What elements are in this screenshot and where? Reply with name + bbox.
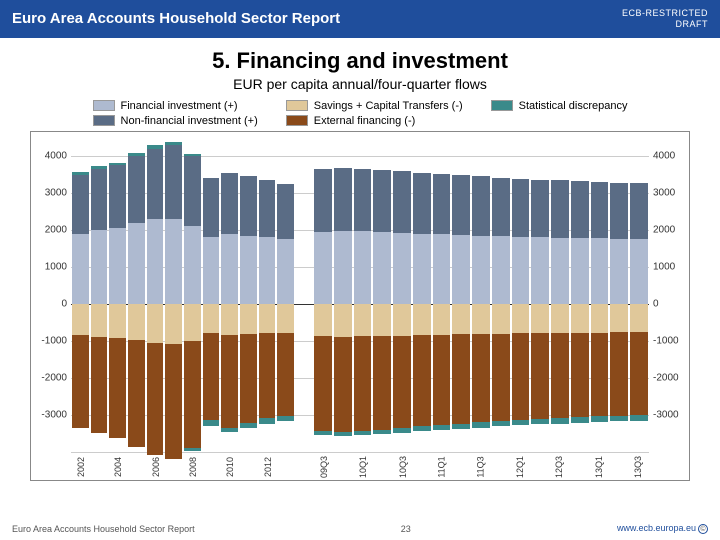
y-tick-label: 4000 — [649, 151, 689, 162]
legend-label: Savings + Capital Transfers (-) — [314, 100, 463, 112]
chart-panel-annual — [71, 138, 295, 452]
y-tick-label: 0 — [31, 298, 71, 309]
legend-swatch — [286, 100, 308, 111]
legend-label: Financial investment (+) — [121, 100, 238, 112]
y-tick-label: 3000 — [31, 188, 71, 199]
footer-page: 23 — [401, 524, 411, 534]
legend-swatch — [93, 115, 115, 126]
footer-url: www.ecb.europa.eu — [617, 523, 696, 533]
legend-swatch — [286, 115, 308, 126]
x-tick-label: 2010 — [225, 457, 235, 477]
bar — [184, 138, 201, 452]
bar — [259, 138, 276, 452]
y-tick-label: 4000 — [31, 151, 71, 162]
bar — [165, 138, 182, 452]
bar — [492, 138, 510, 452]
x-tick-label: 12Q3 — [554, 456, 564, 478]
y-tick-label: 1000 — [649, 261, 689, 272]
legend-item: Non-financial investment (+) — [93, 115, 258, 127]
x-tick-label: 10Q1 — [358, 456, 368, 478]
legend-item: Financial investment (+) — [93, 100, 258, 112]
y-tick-label: 2000 — [31, 224, 71, 235]
x-tick-label: 2004 — [113, 457, 123, 477]
bar — [221, 138, 238, 452]
chart-plot-area — [71, 138, 649, 452]
x-tick-label: 11Q1 — [437, 456, 447, 477]
x-tick-label: 09Q3 — [319, 456, 329, 478]
y-tick-label: -3000 — [649, 409, 689, 420]
y-tick-label: 3000 — [649, 188, 689, 199]
bar — [277, 138, 294, 452]
header-bar: Euro Area Accounts Household Sector Repo… — [0, 0, 720, 38]
header-classification: ECB-RESTRICTED DRAFT — [622, 8, 708, 30]
x-axis: 2002 2004 2006 2008 2010 2012 09Q3 10Q1 10Q3 11Q1… — [71, 452, 649, 480]
bar — [354, 138, 372, 452]
chart-legend: Financial investment (+) Non-financial in… — [0, 100, 720, 127]
footer: Euro Area Accounts Household Sector Repo… — [12, 523, 708, 534]
x-tick-label: 2006 — [151, 457, 161, 477]
y-tick-label: 2000 — [649, 224, 689, 235]
copyright-icon: © — [698, 524, 708, 534]
bar — [109, 138, 126, 452]
bar — [72, 138, 89, 452]
footer-left: Euro Area Accounts Household Sector Repo… — [12, 524, 195, 534]
bar — [413, 138, 431, 452]
legend-item: Savings + Capital Transfers (-) — [286, 100, 463, 112]
legend-label: Statistical discrepancy — [519, 100, 628, 112]
bar — [591, 138, 609, 452]
legend-item: Statistical discrepancy — [491, 100, 628, 112]
x-tick-label: 10Q3 — [398, 456, 408, 478]
bar — [373, 138, 391, 452]
x-tick-label: 13Q1 — [594, 456, 604, 478]
header-title: Euro Area Accounts Household Sector Repo… — [12, 10, 340, 27]
chart-bars — [71, 138, 649, 452]
bar — [393, 138, 411, 452]
bar — [610, 138, 628, 452]
legend-label: External financing (-) — [314, 115, 416, 127]
chart-container: -3000 -2000 -1000 0 1000 2000 3000 4000 -3000 -2… — [30, 131, 690, 481]
legend-swatch — [491, 100, 513, 111]
x-tick-label: 2008 — [188, 457, 198, 477]
x-tick-label: 2002 — [76, 457, 86, 477]
y-axis-left: -3000 -2000 -1000 0 1000 2000 3000 4000 — [31, 138, 71, 452]
bar — [147, 138, 164, 452]
section-subtitle: EUR per capita annual/four-quarter flows — [0, 76, 720, 92]
chart-panel-quarterly — [313, 138, 649, 452]
bar — [571, 138, 589, 452]
bar — [472, 138, 490, 452]
y-tick-label: -1000 — [649, 335, 689, 346]
y-tick-label: -1000 — [31, 335, 71, 346]
bar — [452, 138, 470, 452]
y-axis-right: -3000 -2000 -1000 0 1000 2000 3000 4000 — [649, 138, 689, 452]
bar — [334, 138, 352, 452]
bar — [128, 138, 145, 452]
x-tick-label: 11Q3 — [476, 456, 486, 477]
bar — [551, 138, 569, 452]
bar — [91, 138, 108, 452]
classification-line-1: ECB-RESTRICTED — [622, 8, 708, 19]
section-title: 5. Financing and investment — [0, 48, 720, 74]
y-tick-label: 0 — [649, 298, 689, 309]
footer-right: www.ecb.europa.eu© — [617, 523, 708, 534]
legend-label: Non-financial investment (+) — [121, 115, 258, 127]
bar — [314, 138, 332, 452]
y-tick-label: -3000 — [31, 409, 71, 420]
classification-line-2: DRAFT — [622, 19, 708, 30]
y-tick-label: -2000 — [649, 372, 689, 383]
y-tick-label: -2000 — [31, 372, 71, 383]
bar — [630, 138, 648, 452]
bar — [433, 138, 451, 452]
x-tick-label: 2012 — [263, 457, 273, 477]
bar — [512, 138, 530, 452]
bar — [531, 138, 549, 452]
y-tick-label: 1000 — [31, 261, 71, 272]
legend-item: External financing (-) — [286, 115, 463, 127]
legend-swatch — [93, 100, 115, 111]
bar — [240, 138, 257, 452]
x-tick-label: 12Q1 — [515, 456, 525, 478]
bar — [203, 138, 220, 452]
x-tick-label: 13Q3 — [633, 456, 643, 478]
